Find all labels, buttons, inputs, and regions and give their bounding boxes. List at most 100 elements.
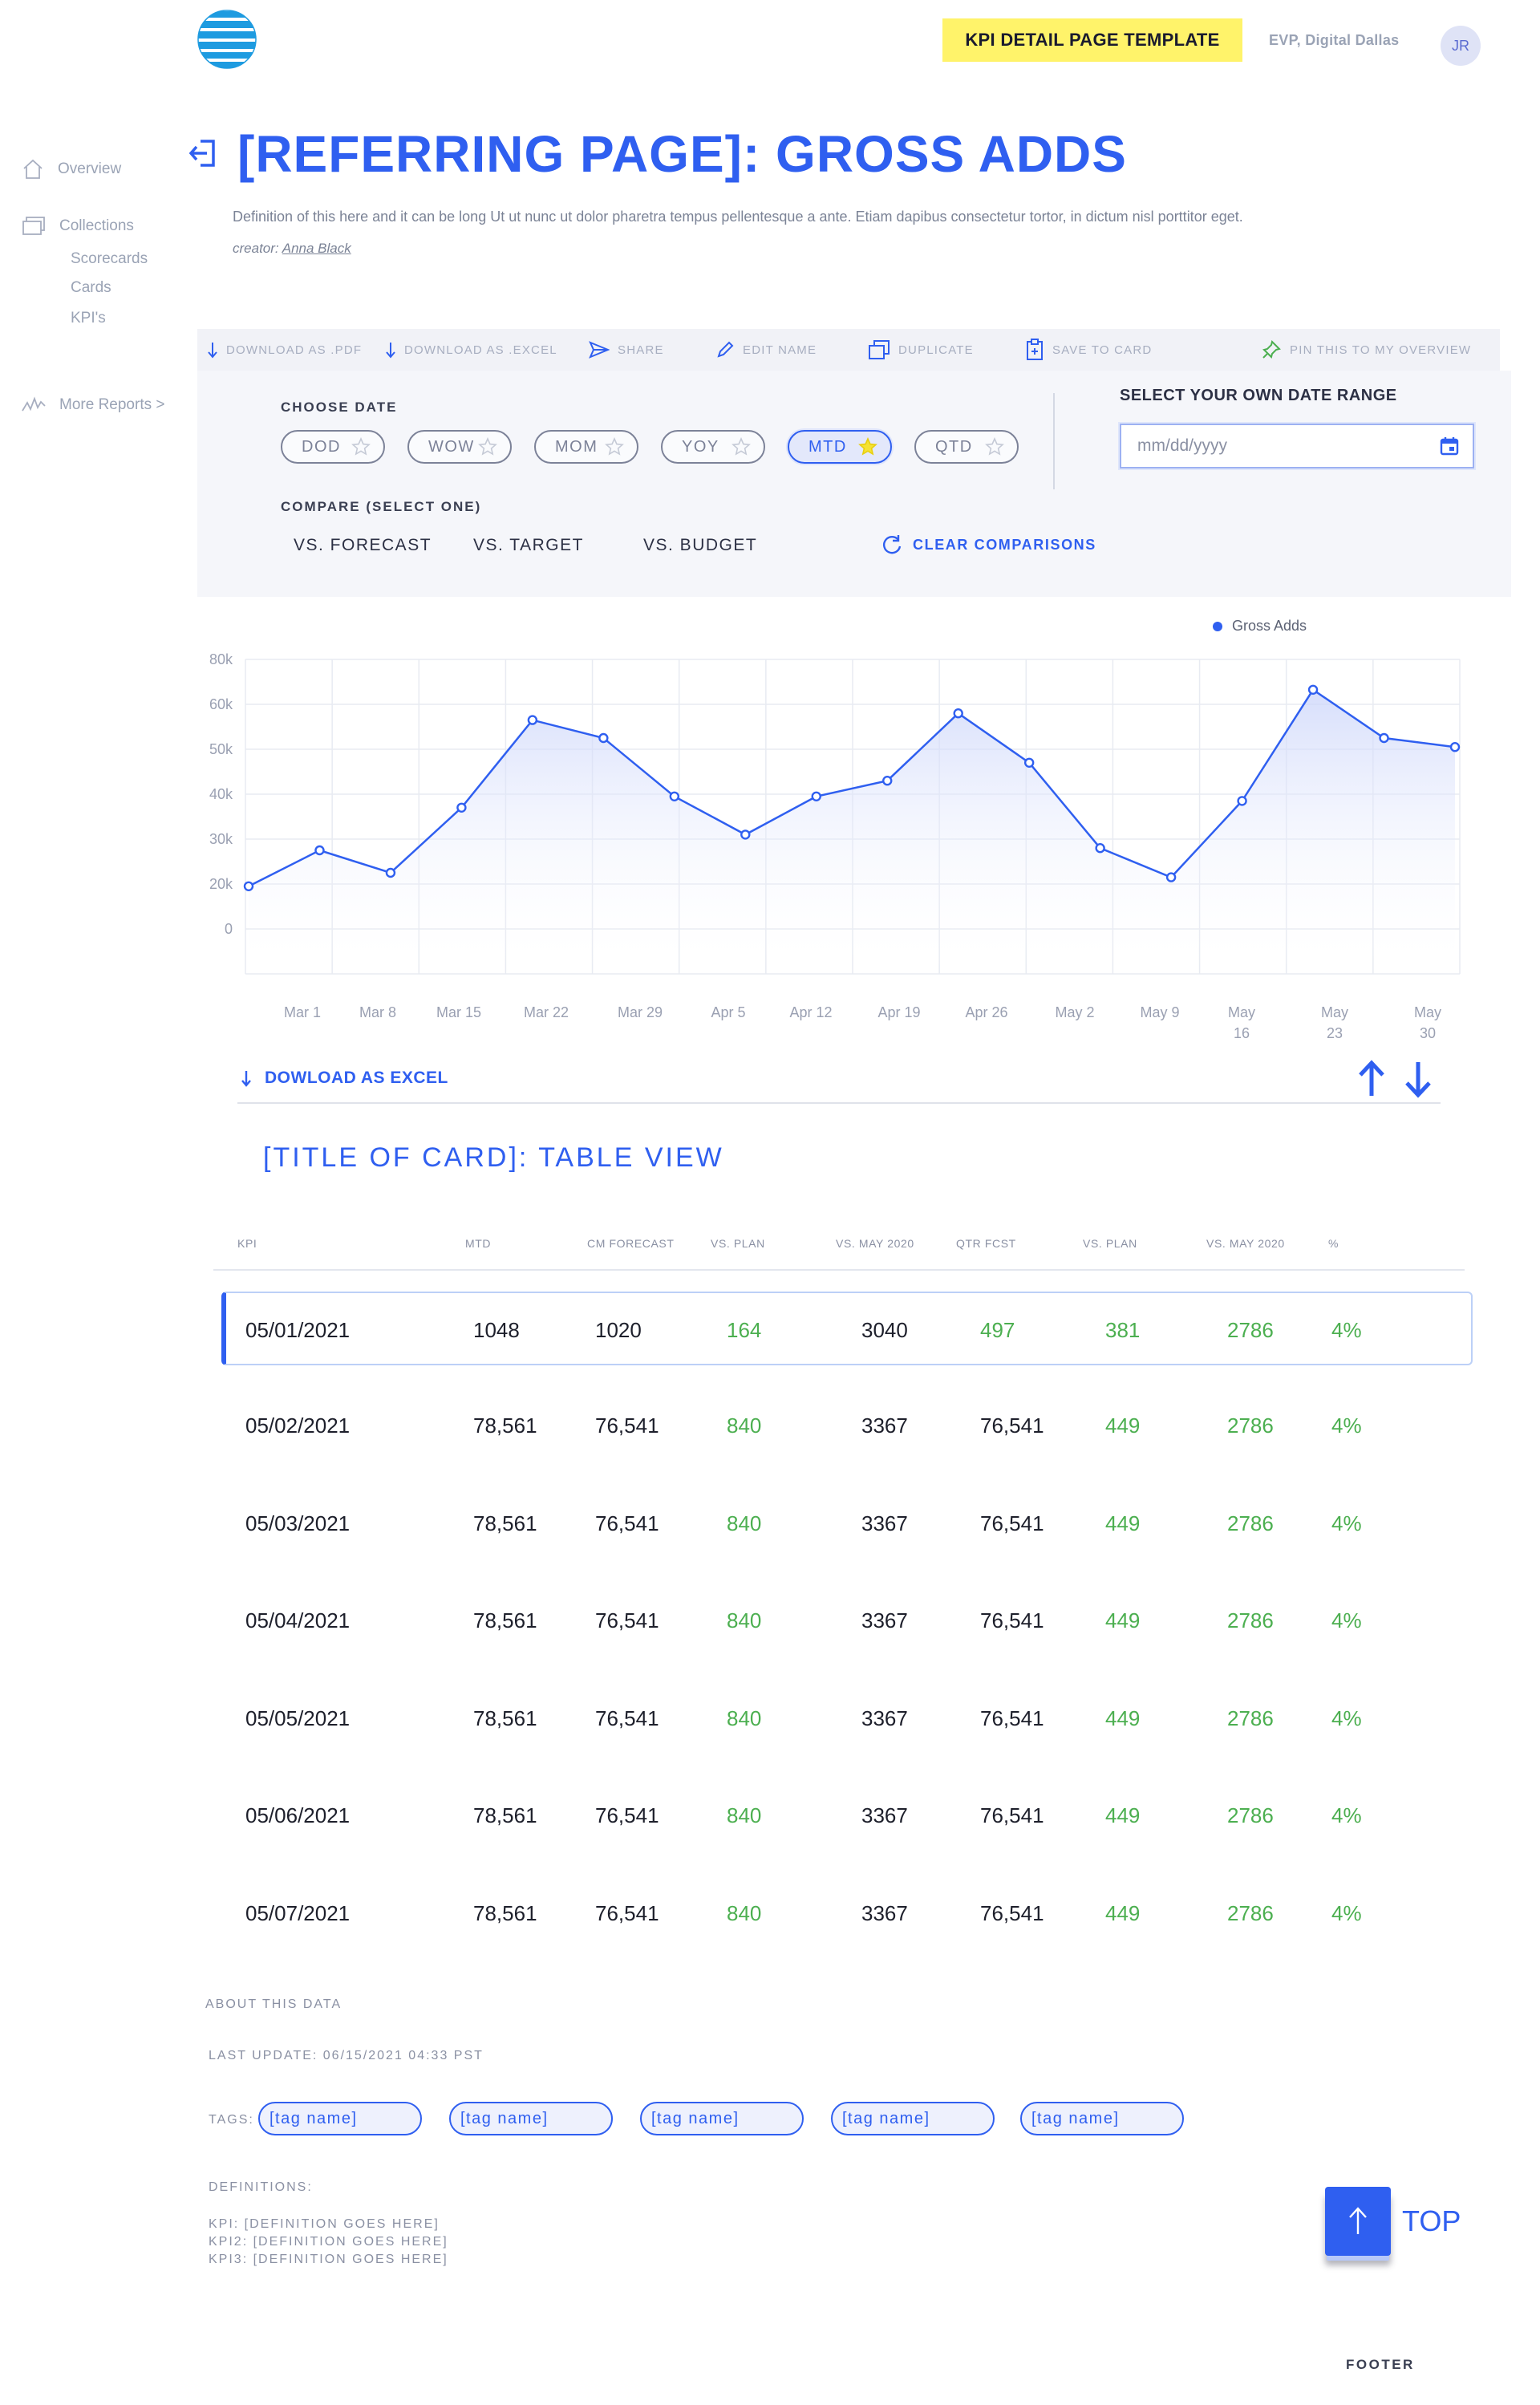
download-excel-link-label: DOWLOAD AS EXCEL bbox=[265, 1069, 448, 1087]
share-label: SHARE bbox=[618, 343, 664, 357]
date-option-mtd[interactable]: MTD bbox=[788, 430, 892, 464]
template-badge: KPI DETAIL PAGE TEMPLATE bbox=[942, 18, 1242, 62]
column-header[interactable]: QTR FCST bbox=[956, 1237, 1016, 1250]
table-cell: 76,541 bbox=[595, 1705, 659, 1730]
star-icon[interactable] bbox=[605, 437, 624, 456]
compare-label: COMPARE (SELECT ONE) bbox=[281, 499, 482, 514]
table-cell: 840 bbox=[727, 1608, 762, 1632]
clear-comparisons-button[interactable]: CLEAR COMPARISONS bbox=[881, 533, 1096, 556]
table-cell: 2786 bbox=[1227, 1317, 1274, 1342]
compare-forecast-option[interactable]: VS. FORECAST bbox=[294, 536, 432, 554]
collections-icon bbox=[22, 217, 45, 235]
x-tick-label: Mar 29 bbox=[618, 1004, 663, 1020]
table-row[interactable]: 05/01/2021 1048 1020 164 3040 497 381 2786 4% bbox=[221, 1292, 1473, 1365]
gross-adds-line-chart: 80k 60k 50k 40k 30k 20k 0 Mar 1 Mar 8 Mar 15 Mar 2… bbox=[209, 651, 1461, 1041]
duplicate-button[interactable]: DUPLICATE bbox=[868, 329, 974, 371]
star-icon[interactable] bbox=[478, 437, 497, 456]
table-row[interactable]: 05/05/2021 78,561 76,541 840 3367 76,541 449 27… bbox=[221, 1681, 1473, 1755]
series-area bbox=[249, 689, 1455, 974]
tag-chip[interactable]: [tag name] bbox=[640, 2102, 804, 2135]
compare-target-option[interactable]: VS. TARGET bbox=[473, 536, 584, 554]
column-header[interactable]: CM FORECAST bbox=[587, 1237, 675, 1250]
sidebar-item-kpis[interactable]: KPI's bbox=[71, 310, 106, 326]
top-label[interactable]: TOP bbox=[1402, 2204, 1461, 2237]
table-cell: 05/01/2021 bbox=[245, 1317, 351, 1342]
save-to-card-button[interactable]: SAVE TO CARD bbox=[1025, 329, 1152, 371]
divider bbox=[213, 1269, 1465, 1271]
tag-chip[interactable]: [tag name] bbox=[449, 2102, 613, 2135]
sidebar-item-label: Overview bbox=[58, 160, 122, 177]
table-cell: 3040 bbox=[861, 1317, 908, 1342]
date-option-qtd[interactable]: QTD bbox=[914, 430, 1019, 464]
star-icon[interactable] bbox=[985, 437, 1004, 456]
table-cell: 78,561 bbox=[473, 1900, 537, 1925]
definition-item: KPI3: [DEFINITION GOES HERE] bbox=[209, 2253, 448, 2266]
tag-chip[interactable]: [tag name] bbox=[258, 2102, 422, 2135]
column-header[interactable]: VS. MAY 2020 bbox=[1206, 1237, 1285, 1250]
star-icon[interactable] bbox=[732, 437, 751, 456]
date-range-input[interactable]: mm/dd/yyyy bbox=[1120, 424, 1474, 468]
star-icon[interactable] bbox=[351, 437, 371, 456]
x-tick-label: Apr 5 bbox=[711, 1004, 745, 1020]
column-header[interactable]: MTD bbox=[465, 1237, 492, 1250]
table-cell: 76,541 bbox=[980, 1705, 1044, 1730]
date-option-mom[interactable]: MOM bbox=[534, 430, 638, 464]
sidebar-item-scorecards[interactable]: Scorecards bbox=[71, 250, 148, 267]
sort-down-button[interactable] bbox=[1402, 1059, 1434, 1099]
pin-overview-button[interactable]: PIN THIS TO MY OVERVIEW bbox=[1261, 329, 1471, 371]
column-header[interactable]: VS. MAY 2020 bbox=[836, 1237, 914, 1250]
back-to-top-button[interactable] bbox=[1325, 2187, 1391, 2256]
data-point bbox=[669, 791, 680, 802]
date-option-wow[interactable]: WOW bbox=[407, 430, 512, 464]
avatar[interactable]: JR bbox=[1441, 26, 1481, 66]
table-row[interactable]: 05/03/2021 78,561 76,541 840 3367 76,541 449 27… bbox=[221, 1486, 1473, 1560]
download-pdf-button[interactable]: DOWNLOAD AS .PDF bbox=[207, 329, 362, 371]
table-cell: 3367 bbox=[861, 1803, 908, 1827]
table-cell: 3367 bbox=[861, 1705, 908, 1730]
pencil-icon bbox=[717, 341, 734, 358]
download-excel-link[interactable]: DOWLOAD AS EXCEL bbox=[241, 1069, 448, 1088]
column-header[interactable]: VS. PLAN bbox=[711, 1237, 765, 1250]
sidebar-item-cards[interactable]: Cards bbox=[71, 279, 111, 296]
definitions-label: DEFINITIONS: bbox=[209, 2180, 313, 2194]
column-header[interactable]: KPI bbox=[237, 1237, 257, 1250]
date-option-dod[interactable]: DOD bbox=[281, 430, 385, 464]
table-cell: 2786 bbox=[1227, 1705, 1274, 1730]
y-tick-label: 60k bbox=[209, 696, 233, 712]
arrow-down-icon bbox=[1405, 1062, 1431, 1098]
sidebar-item-more-reports[interactable]: More Reports > bbox=[21, 395, 164, 416]
table-row[interactable]: 05/04/2021 78,561 76,541 840 3367 76,541 449 27… bbox=[221, 1584, 1473, 1658]
column-header[interactable]: % bbox=[1328, 1237, 1339, 1250]
x-tick-label: Apr 12 bbox=[789, 1004, 832, 1020]
compare-budget-option[interactable]: VS. BUDGET bbox=[643, 536, 758, 554]
back-icon[interactable] bbox=[186, 136, 220, 170]
star-icon[interactable] bbox=[858, 437, 877, 456]
data-point bbox=[1379, 732, 1389, 744]
date-option-label: MTD bbox=[808, 437, 847, 456]
sidebar-item-overview[interactable]: Overview bbox=[21, 157, 121, 181]
kpi-definition: Definition of this here and it can be lo… bbox=[233, 209, 1243, 225]
table-row[interactable]: 05/02/2021 78,561 76,541 840 3367 76,541 449 27… bbox=[221, 1389, 1473, 1463]
data-point bbox=[598, 732, 609, 744]
edit-name-label: EDIT NAME bbox=[743, 343, 817, 357]
column-header[interactable]: VS. PLAN bbox=[1083, 1237, 1137, 1250]
sidebar-item-collections[interactable]: Collections bbox=[21, 215, 134, 237]
arrow-up-icon bbox=[1349, 2207, 1367, 2234]
definition-item: KPI2: [DEFINITION GOES HERE] bbox=[209, 2235, 448, 2249]
download-excel-button[interactable]: DOWNLOAD AS .EXCEL bbox=[385, 329, 557, 371]
tag-chip[interactable]: [tag name] bbox=[1020, 2102, 1184, 2135]
data-point bbox=[527, 715, 538, 725]
tag-chip[interactable]: [tag name] bbox=[831, 2102, 995, 2135]
table-cell: 381 bbox=[1105, 1317, 1141, 1342]
calendar-icon[interactable] bbox=[1439, 436, 1460, 456]
edit-name-button[interactable]: EDIT NAME bbox=[715, 329, 817, 371]
date-option-yoy[interactable]: YOY bbox=[661, 430, 765, 464]
table-row[interactable]: 05/06/2021 78,561 76,541 840 3367 76,541 449 27… bbox=[221, 1779, 1473, 1853]
data-point bbox=[1237, 796, 1247, 806]
creator-link[interactable]: Anna Black bbox=[282, 241, 351, 256]
activity-icon bbox=[22, 396, 46, 412]
att-logo[interactable] bbox=[197, 10, 257, 69]
table-row[interactable]: 05/07/2021 78,561 76,541 840 3367 76,541 449 27… bbox=[221, 1876, 1473, 1950]
sort-up-button[interactable] bbox=[1356, 1059, 1388, 1099]
share-button[interactable]: SHARE bbox=[589, 329, 664, 371]
